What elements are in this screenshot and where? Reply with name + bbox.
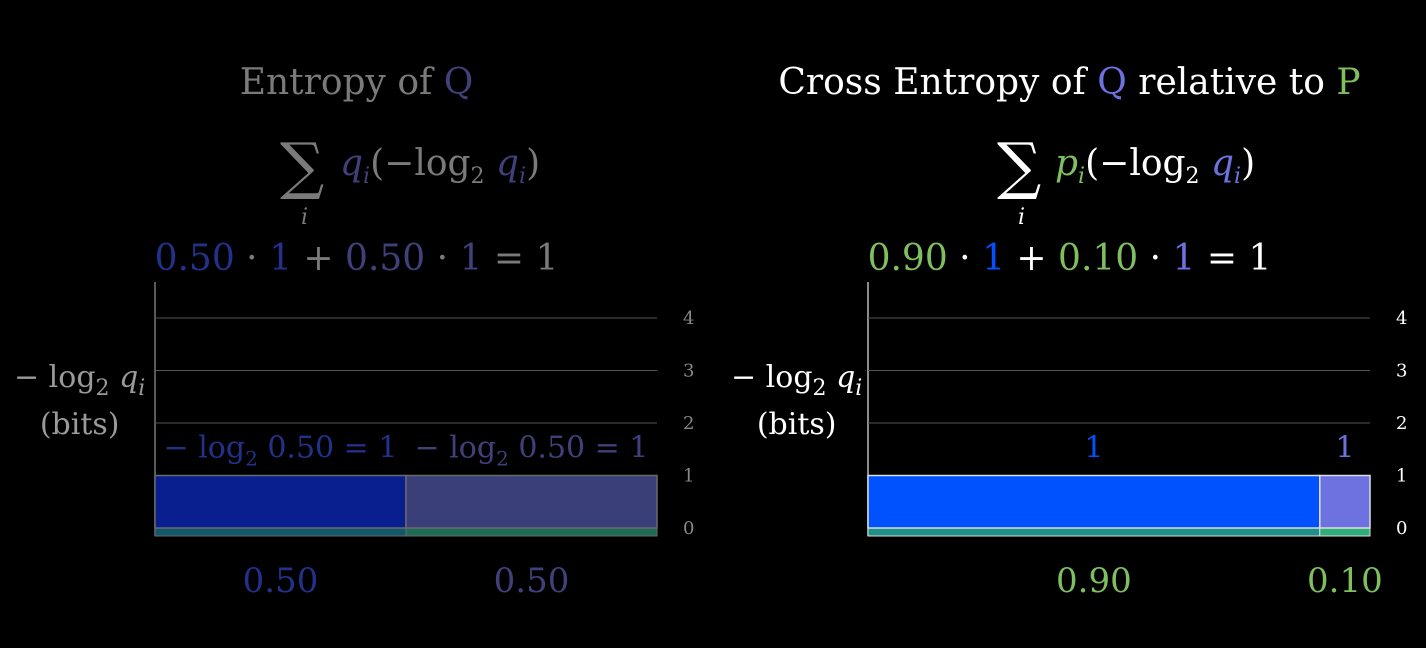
title-symbol-q: Q (1097, 62, 1127, 103)
bar-value-label: 1 (1335, 431, 1354, 466)
entropy-panel: Entropy of Q ∑ i qi(−log2 qi) 0.50 · 1 +… (0, 62, 713, 601)
y-tick-label: 2 (1396, 413, 1407, 434)
entropy-chart: 0 1 2 3 4 − log2 0.50 = 1 0.50 − log2 0.50 = 1 0… (154, 282, 694, 601)
bar-base-strip (154, 527, 407, 537)
bar-value-label: 1 (1084, 431, 1103, 466)
sum-body: qi(−log2 qi) (340, 143, 541, 189)
category-label: 0.10 (1307, 561, 1383, 601)
bar (867, 474, 1321, 529)
y-tick-label: 4 (683, 308, 694, 329)
cross-entropy-chart: 0 1 2 3 4 1 0.90 1 0.10 (867, 282, 1407, 601)
y-tick-label: 3 (683, 361, 694, 382)
title-symbol-p: P (1336, 62, 1361, 103)
category-label: 0.50 (494, 561, 570, 601)
category-label: 0.50 (243, 561, 319, 601)
y-tick-label: 1 (1396, 466, 1407, 487)
y-tick-label: 1 (683, 466, 694, 487)
bar-base-strip (867, 527, 1321, 537)
cross-entropy-equation: 0.90 · 1 + 0.10 · 1 = 1 (867, 238, 1272, 279)
y-tick-label: 4 (1396, 308, 1407, 329)
y-tick-label: 0 (683, 518, 694, 539)
sigma-symbol: ∑ (280, 129, 325, 202)
entropy-formula: ∑ i qi(−log2 qi) (0, 129, 713, 231)
bar (1319, 474, 1371, 529)
bar (405, 474, 658, 529)
y-axis-label: − log2 qi (bits) (731, 360, 863, 442)
bar-base-strip (405, 527, 658, 537)
y-tick-label: 3 (1396, 361, 1407, 382)
cross-entropy-title: Cross Entropy of Q relative to P (778, 62, 1361, 103)
y-axis-label: − log2 qi (bits) (14, 360, 146, 442)
sigma-subscript: i (1018, 205, 1026, 230)
cross-entropy-panel: Cross Entropy of Q relative to P ∑ i pi(… (713, 0, 1426, 648)
y-tick-label: 0 (1396, 518, 1407, 539)
cross-entropy-formula: ∑ i pi(−log2 qi) (713, 129, 1426, 231)
bar-value-label: − log2 0.50 = 1 (415, 431, 649, 471)
title-prefix: Entropy of (239, 62, 444, 103)
y-tick-label: 2 (683, 413, 694, 434)
sigma-subscript: i (301, 205, 309, 230)
category-label: 0.90 (1056, 561, 1132, 601)
title-symbol-q: Q (443, 62, 474, 103)
sum-body: pi(−log2 qi) (1055, 143, 1256, 189)
bar-base-strip (1319, 527, 1371, 537)
bar-value-label: − log2 0.50 = 1 (164, 431, 398, 471)
sigma-symbol: ∑ (997, 129, 1042, 202)
entropy-title: Entropy of Q (0, 62, 713, 103)
entropy-equation: 0.50 · 1 + 0.50 · 1 = 1 (154, 238, 559, 279)
bar (154, 474, 407, 529)
